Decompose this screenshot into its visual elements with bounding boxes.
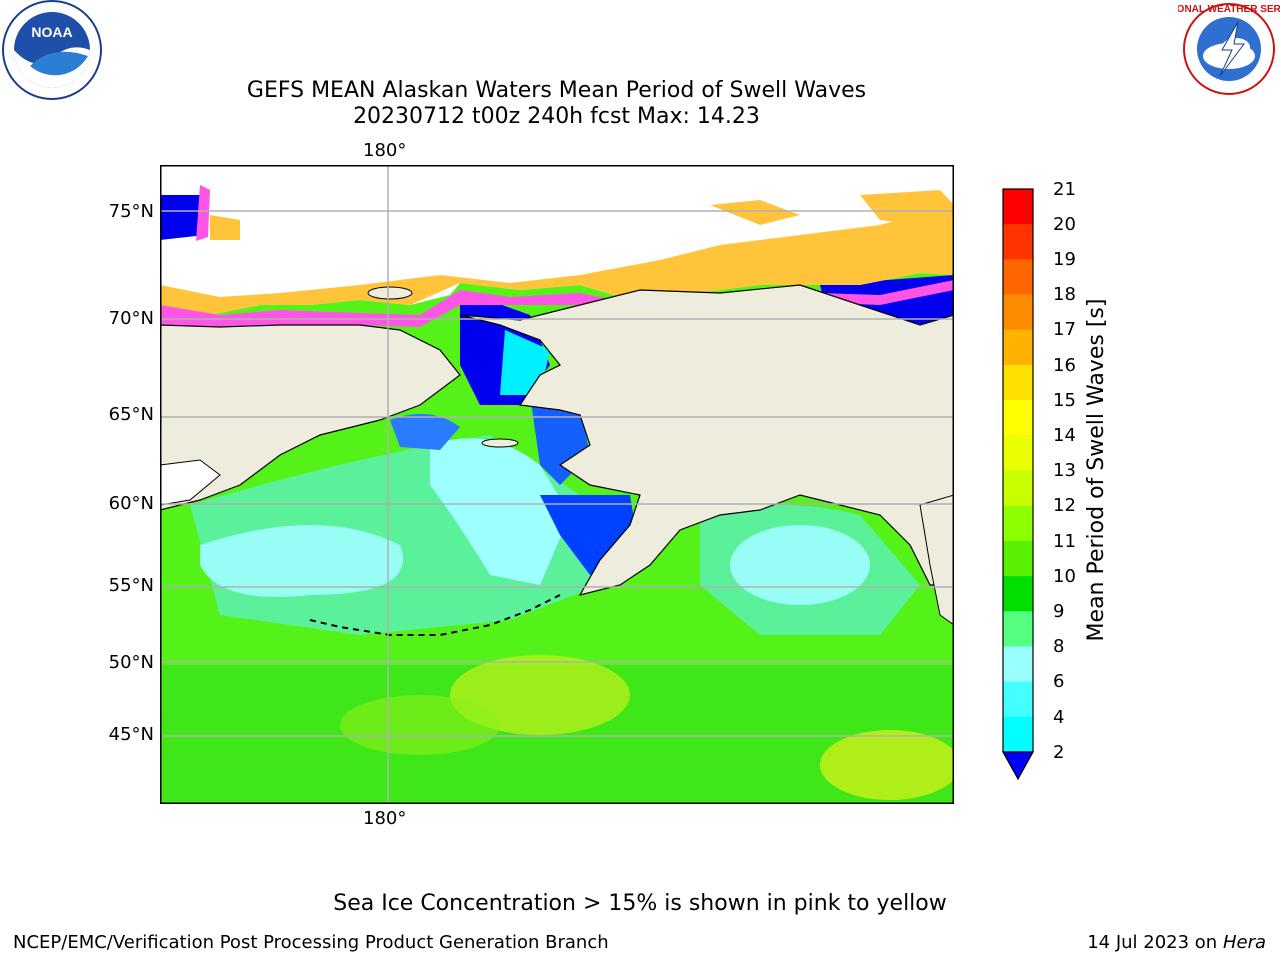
noaa-logo: NOAA xyxy=(2,0,102,100)
colorbar-band xyxy=(1003,400,1033,436)
cb-tick-19: 19 xyxy=(1053,249,1076,270)
colorbar-band xyxy=(1003,611,1033,647)
colorbar-band xyxy=(1003,435,1033,471)
colorbar-band xyxy=(1003,505,1033,542)
lat-label-65: 65°N xyxy=(108,404,154,425)
lat-label-55: 55°N xyxy=(108,575,154,596)
lat-label-75: 75°N xyxy=(108,201,154,222)
footer-host: Hera xyxy=(1222,932,1266,953)
colorbar-band xyxy=(1003,294,1033,331)
nws-logo: NATIONAL WEATHER SERVICE xyxy=(1178,3,1280,95)
cb-tick-20: 20 xyxy=(1053,214,1076,235)
colorbar-band xyxy=(1003,540,1033,577)
nws-ring-text: NATIONAL WEATHER SERVICE xyxy=(1178,4,1280,15)
cb-tick-10: 10 xyxy=(1053,566,1076,587)
colorbar-band xyxy=(1003,576,1033,612)
lon-label-bottom: 180° xyxy=(363,808,407,829)
lat-label-60: 60°N xyxy=(108,493,154,514)
cb-tick-4: 4 xyxy=(1053,707,1065,728)
colorbar-band xyxy=(1003,259,1033,296)
lat-label-50: 50°N xyxy=(108,652,154,673)
footer-org: NCEP/EMC/Verification Post Processing Pr… xyxy=(13,932,609,953)
lat-label-70: 70°N xyxy=(108,308,154,329)
lon-label-top: 180° xyxy=(363,140,407,161)
colorbar-band xyxy=(1003,681,1033,718)
colorbar-band xyxy=(1003,716,1033,753)
colorbar-band xyxy=(1003,224,1033,260)
cb-tick-6: 6 xyxy=(1053,671,1065,692)
colorbar-band xyxy=(1003,646,1033,683)
cb-tick-11: 11 xyxy=(1053,531,1076,552)
chart-subtitle: 20230712 t00z 240h fcst Max: 14.23 xyxy=(353,104,760,129)
cb-tick-12: 12 xyxy=(1053,495,1076,516)
colorbar-band xyxy=(1003,364,1033,401)
cb-tick-16: 16 xyxy=(1053,355,1076,376)
cb-tick-15: 15 xyxy=(1053,390,1076,411)
colorbar-under-arrow xyxy=(1001,751,1035,781)
lat-label-45: 45°N xyxy=(108,724,154,745)
colorbar-band xyxy=(1003,470,1033,507)
map-gridlines xyxy=(160,165,954,804)
colorbar xyxy=(1001,188,1035,781)
cb-tick-14: 14 xyxy=(1053,425,1076,446)
colorbar-band xyxy=(1003,329,1033,366)
colorbar-label: Mean Period of Swell Waves [s] xyxy=(1084,298,1109,642)
colorbar-band xyxy=(1003,189,1033,225)
cb-tick-21: 21 xyxy=(1053,179,1076,200)
cb-tick-17: 17 xyxy=(1053,319,1076,340)
sea-ice-note: Sea Ice Concentration > 15% is shown in … xyxy=(333,891,947,916)
cb-tick-9: 9 xyxy=(1053,601,1065,622)
cb-tick-2: 2 xyxy=(1053,742,1065,763)
cb-tick-8: 8 xyxy=(1053,636,1065,657)
noaa-logo-text: NOAA xyxy=(31,24,72,40)
cb-tick-13: 13 xyxy=(1053,460,1076,481)
footer-date: 14 Jul 2023 on Hera xyxy=(1087,932,1266,953)
cb-tick-18: 18 xyxy=(1053,284,1076,305)
footer-date-text: 14 Jul 2023 on xyxy=(1087,932,1223,953)
land-alaska xyxy=(459,284,954,596)
map-panel xyxy=(160,165,954,804)
chart-title: GEFS MEAN Alaskan Waters Mean Period of … xyxy=(246,78,867,103)
